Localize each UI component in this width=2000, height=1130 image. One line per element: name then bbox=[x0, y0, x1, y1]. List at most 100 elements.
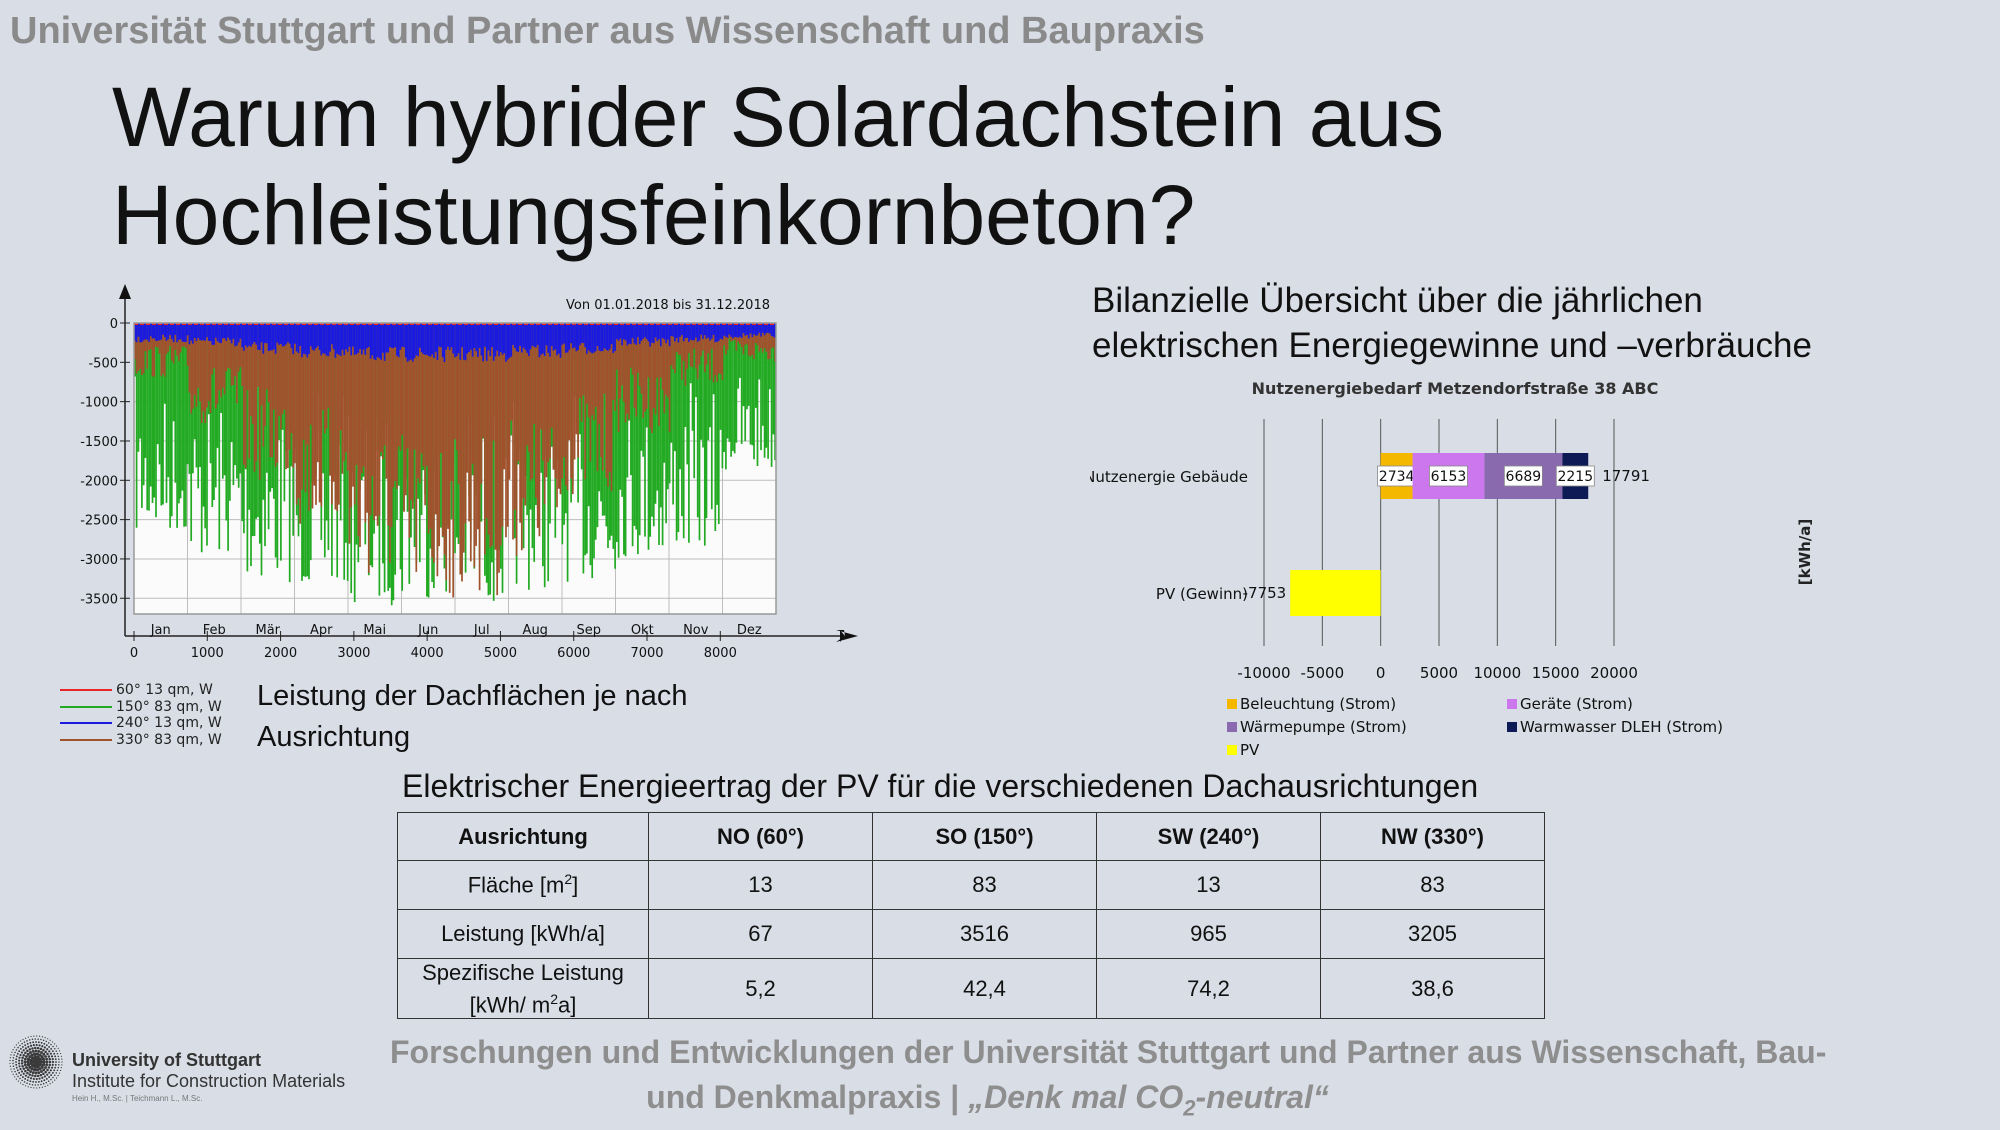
month-label: Aug bbox=[523, 623, 548, 638]
table-cell: 3516 bbox=[872, 909, 1097, 959]
y-tick-label: -1000 bbox=[80, 396, 118, 411]
x-tick-label: 0 bbox=[130, 646, 138, 661]
legend-label: PV bbox=[1240, 741, 1260, 759]
row-label: Leistung [kWh/a] bbox=[397, 909, 649, 959]
x-tick-label: 8000 bbox=[704, 646, 737, 661]
month-label: Mär bbox=[255, 623, 280, 638]
legend-label: 330° 83 qm, W bbox=[116, 731, 222, 748]
x-tick-labels: 0 1000 2000 3000 4000 5000 6000 7000 8000 bbox=[130, 631, 737, 661]
logo-institute-name: Institute for Construction Materials bbox=[72, 1071, 346, 1091]
table-header: SW (240°) bbox=[1096, 812, 1321, 861]
bar-label-box bbox=[1555, 465, 1595, 487]
series-3 bbox=[134, 323, 776, 362]
legend-swatch bbox=[60, 705, 112, 708]
legend-swatch bbox=[60, 722, 112, 725]
legend-label: Geräte (Strom) bbox=[1520, 695, 1633, 713]
x-tick-label: -5000 bbox=[1301, 664, 1345, 682]
university-logo-icon bbox=[9, 1035, 63, 1089]
logo-authors: Hein H., M.Sc. | Teichmann L., M.Sc. bbox=[72, 1094, 203, 1103]
legend-label: 150° 83 qm, W bbox=[116, 698, 222, 715]
table-cell: 42,4 bbox=[872, 957, 1097, 1020]
legend-swatch bbox=[60, 738, 112, 741]
month-label: Jan bbox=[150, 623, 171, 638]
roof-chart-caption: Leistung der Dachflächen je nach Ausrich… bbox=[257, 676, 687, 758]
table-row: Fläche [m2] 13 83 13 83 bbox=[397, 860, 1545, 910]
legend-label: Beleuchtung (Strom) bbox=[1240, 695, 1396, 713]
month-label: Jul bbox=[473, 623, 490, 638]
month-label: Okt bbox=[631, 623, 654, 638]
table-cell: 83 bbox=[1320, 860, 1545, 910]
table-cell: 5,2 bbox=[648, 957, 873, 1020]
table-cell: 965 bbox=[1096, 909, 1321, 959]
table-cell: 3205 bbox=[1320, 909, 1545, 959]
x-tick-label: 10000 bbox=[1473, 664, 1521, 682]
legend-item-150: 150° 83 qm, W bbox=[60, 699, 222, 716]
x-tick-label: 0 bbox=[1376, 664, 1386, 682]
roof-chart-caption-line2: Ausrichtung bbox=[257, 721, 411, 753]
month-label: Jun bbox=[417, 623, 438, 638]
category-labels: Nutzenergie Gebäude PV (Gewinn) bbox=[1090, 468, 1248, 603]
table-cell: 13 bbox=[1096, 860, 1321, 910]
pv-table-title: Elektrischer Energieertrag der PV für di… bbox=[402, 768, 1479, 804]
bar-total-label: 17791 bbox=[1602, 467, 1650, 485]
month-label: Nov bbox=[683, 623, 709, 638]
x-tick-label: -10000 bbox=[1237, 664, 1290, 682]
energy-balance-chart: Nutzenergiebedarf Metzendorfstraße 38 AB… bbox=[1090, 379, 1814, 759]
y-tick-label: 0 bbox=[110, 317, 118, 332]
legend-swatch bbox=[1227, 722, 1237, 732]
month-labels: Jan Feb Mär Apr Mai Jun Jul Aug Sep Okt Nov Dez bbox=[150, 623, 762, 638]
energy-chart-ylabel: [kWh/a] bbox=[1796, 519, 1814, 586]
x-tick-label: 6000 bbox=[557, 646, 590, 661]
legend-label: Warmwasser DLEH (Strom) bbox=[1520, 718, 1723, 736]
slide-title-line1: Warum hybrider Solardachstein aus bbox=[112, 70, 1445, 164]
table-cell: 74,2 bbox=[1096, 957, 1321, 1020]
roof-power-chart: Von 01.01.2018 bis 31.12.2018 0 -500 -1000… bbox=[80, 284, 858, 661]
table-row: Spezifische Leistung [kWh/ m2a] 5,2 42,4 … bbox=[397, 957, 1545, 1020]
y-axis-arrow-icon bbox=[119, 284, 131, 299]
month-label: Apr bbox=[310, 623, 333, 638]
legend-swatch bbox=[1227, 699, 1237, 709]
row-label: Fläche [m2] bbox=[397, 860, 649, 910]
bar-value-label: 6689 bbox=[1506, 469, 1542, 485]
bar-label-box bbox=[1429, 465, 1468, 487]
footer-line2: und Denkmalpraxis | „Denk mal CO2-neutra… bbox=[646, 1079, 1329, 1121]
plot-frame bbox=[133, 322, 777, 615]
bars: 2734 6153 6689 2215 17791 -7753 bbox=[1243, 453, 1650, 616]
month-label: Feb bbox=[203, 623, 226, 638]
table-header: NO (60°) bbox=[648, 812, 873, 861]
legend-label: 60° 13 qm, W bbox=[116, 682, 213, 699]
legend-item-60: 60° 13 qm, W bbox=[60, 682, 222, 699]
legend-item-240: 240° 13 qm, W bbox=[60, 715, 222, 732]
y-tick-label: -2000 bbox=[80, 474, 118, 489]
y-tick-label: -3000 bbox=[80, 553, 118, 568]
table-cell: 83 bbox=[872, 860, 1097, 910]
x-tick-label: 20000 bbox=[1590, 664, 1638, 682]
y-tick-label: -2500 bbox=[80, 514, 118, 529]
footer-line1: Forschungen und Entwicklungen der Univer… bbox=[390, 1034, 1827, 1070]
energy-chart-legend: Beleuchtung (Strom) Geräte (Strom) Wärmepu… bbox=[1227, 695, 1723, 759]
table-row: Leistung [kWh/a] 67 3516 965 3205 bbox=[397, 909, 1545, 959]
x-tick-label: 2000 bbox=[264, 646, 297, 661]
row-label: Spezifische Leistung [kWh/ m2a] bbox=[397, 957, 649, 1020]
roof-chart-legend: 60° 13 qm, W 150° 83 qm, W 240° 13 qm, W… bbox=[60, 682, 222, 748]
x-tick-labels: -10000 -5000 0 5000 10000 15000 20000 bbox=[1237, 664, 1637, 682]
legend-label: 240° 13 qm, W bbox=[116, 715, 222, 732]
legend-swatch bbox=[1227, 745, 1237, 755]
y-tick-label: -3500 bbox=[80, 592, 118, 607]
bar-value-label: 2215 bbox=[1557, 469, 1593, 485]
month-label: Mai bbox=[363, 623, 386, 638]
series-4 bbox=[134, 323, 776, 598]
y-tick-label: -500 bbox=[88, 356, 118, 371]
slide-title-line2: Hochleistungsfeinkornbeton? bbox=[112, 168, 1196, 262]
bar-value-label: 2734 bbox=[1379, 469, 1415, 485]
table-cell: 13 bbox=[648, 860, 873, 910]
table-header: NW (330°) bbox=[1320, 812, 1545, 861]
y-tick-label: -1500 bbox=[80, 435, 118, 450]
balance-heading-line2: elektrischen Energiegewinne und –verbräu… bbox=[1092, 326, 1812, 365]
balance-heading: Bilanzielle Übersicht über die jährliche… bbox=[1092, 278, 1812, 368]
x-axis-arrowhead-icon bbox=[836, 630, 858, 642]
bar-value-label: 6153 bbox=[1431, 469, 1467, 485]
chart-subtitle: Von 01.01.2018 bis 31.12.2018 bbox=[566, 298, 770, 313]
x-tick-label: 15000 bbox=[1532, 664, 1580, 682]
bar-label-box bbox=[1503, 465, 1543, 487]
